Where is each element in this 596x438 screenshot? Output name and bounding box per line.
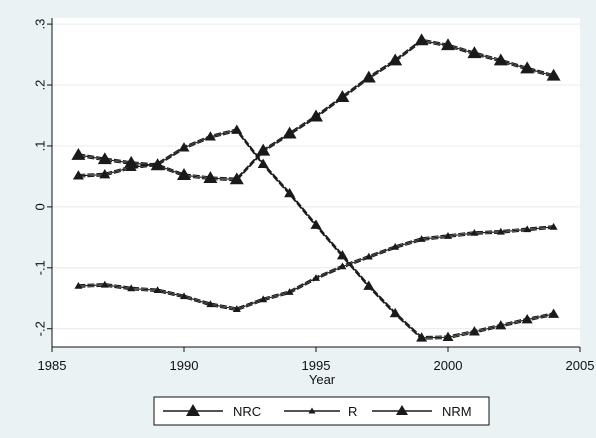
x-tick-label: 2005 (566, 358, 595, 373)
y-tick-label: .3 (32, 19, 47, 30)
data-point-nrm (548, 308, 560, 318)
data-point-nrm (231, 124, 243, 134)
data-point-r (285, 288, 294, 295)
legend-label-nrm: NRM (442, 404, 472, 419)
data-point-nrm (178, 142, 190, 152)
data-point-r (153, 286, 162, 294)
data-point-nrc (177, 168, 191, 180)
data-point-nrc (256, 143, 271, 156)
data-point-r (338, 262, 347, 270)
data-point-nrm (72, 170, 84, 180)
data-point-r (74, 281, 83, 289)
x-tick-label: 1990 (170, 358, 199, 373)
data-point-nrm (336, 250, 348, 260)
x-tick-label: 1995 (302, 358, 331, 373)
plot-area (52, 18, 580, 347)
data-point-r (100, 280, 109, 288)
data-point-nrc (467, 46, 482, 59)
legend-entry-nrc: NRC (163, 404, 261, 419)
legend-label-r: R (348, 404, 357, 419)
data-point-r (312, 274, 320, 281)
data-point-nrm (521, 313, 533, 324)
data-point-r (391, 243, 400, 250)
data-point-nrm (99, 168, 111, 179)
data-point-nrc (441, 38, 455, 51)
data-point-nrc (546, 68, 561, 81)
legend: NRC R NRM (153, 396, 490, 426)
data-point-nrc (335, 90, 350, 102)
data-point-r (259, 295, 268, 303)
data-point-r (444, 232, 452, 239)
y-tick-label: 0 (32, 203, 47, 210)
data-point-nrc (282, 126, 297, 139)
data-point-r (496, 227, 505, 235)
legend-marker-nrm (396, 405, 408, 415)
series-layer (71, 33, 561, 342)
data-point-r (523, 225, 532, 233)
y-tick-label: -.1 (32, 260, 47, 275)
data-point-nrm (284, 187, 296, 198)
legend-marker-nrc (186, 404, 200, 416)
data-point-nrm (204, 131, 216, 141)
data-point-nrm (152, 158, 164, 168)
y-tick-label: .2 (32, 80, 47, 91)
data-point-r (232, 305, 241, 312)
data-point-nrm (363, 280, 375, 290)
y-tick-label: .1 (32, 141, 47, 152)
data-point-r (180, 292, 188, 300)
y-axis-ticks: -.2 -.1 0 .1 .2 .3 (32, 19, 52, 336)
data-point-nrm (389, 307, 401, 318)
legend-entry-nrm: NRM (372, 404, 472, 419)
data-point-r (127, 284, 136, 292)
data-point-nrm (257, 158, 269, 168)
x-axis-title: Year (309, 372, 336, 387)
data-point-nrc (229, 172, 244, 185)
series-r (74, 222, 558, 312)
data-point-r (417, 235, 426, 242)
data-point-nrc (414, 33, 429, 46)
x-tick-label: 2000 (434, 358, 463, 373)
legend-marker-r (308, 407, 316, 414)
data-point-nrm (495, 320, 507, 330)
data-point-nrm (125, 161, 137, 172)
data-point-nrm (442, 331, 454, 341)
data-point-nrc (493, 53, 508, 66)
y-tick-label: -.2 (32, 321, 47, 336)
data-point-nrc (520, 61, 535, 74)
data-point-nrc (361, 70, 376, 83)
data-point-nrc (388, 53, 403, 66)
data-point-nrc (97, 152, 112, 165)
legend-label-nrc: NRC (233, 404, 261, 419)
x-tick-label: 1985 (38, 358, 67, 373)
data-point-nrc (309, 109, 323, 122)
data-point-r (549, 222, 558, 230)
data-point-r (470, 228, 479, 236)
x-axis-ticks: 1985 1990 1995 2000 2005 (38, 347, 595, 373)
data-point-nrm (468, 326, 480, 336)
data-point-nrm (310, 219, 322, 229)
legend-entry-r: R (284, 404, 357, 419)
data-point-nrc (203, 171, 218, 183)
data-point-r (206, 300, 215, 308)
data-point-nrm (416, 332, 428, 342)
data-point-nrc (71, 147, 86, 160)
data-point-r (364, 252, 373, 260)
series-nrm (72, 124, 560, 342)
